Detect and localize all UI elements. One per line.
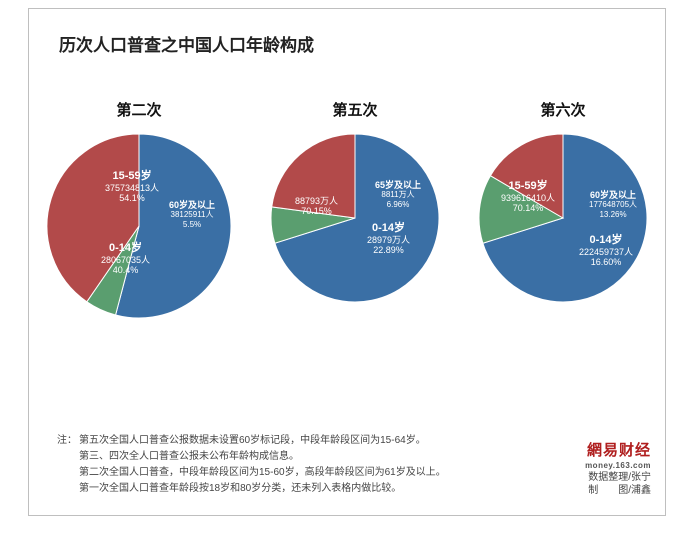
brand-block: 網易财经 money.163.com 数据整理/张宁 制 图/浦鑫 (585, 441, 651, 497)
slice-label-0-b: 60岁及以上38125911人5.5% (169, 200, 215, 229)
chart-1: 第五次 88793万人70.15% 65岁及以上8811万人6.96% 0-14岁28… (271, 99, 439, 318)
chart-title-1: 第五次 (332, 99, 377, 120)
slice-label-2-a: 15-59岁939616410人70.14% (501, 180, 555, 213)
note-line-1: 第三、四次全人口普查公报未公布年龄构成信息。 (57, 449, 446, 465)
brand-credit-2: 制 图/浦鑫 (585, 484, 651, 497)
brand-credit-1: 数据整理/张宁 (585, 471, 651, 484)
pie-0: 15-59岁375734813人54.1% 60岁及以上38125911人5.5%… (47, 134, 231, 318)
chart-title-0: 第二次 (116, 99, 161, 120)
main-title: 历次人口普查之中国人口年龄构成 (59, 31, 314, 56)
chart-2: 第六次 15-59岁939616410人70.14% 60岁及以上177648705… (479, 99, 647, 318)
chart-title-2: 第六次 (540, 99, 585, 120)
slice-label-0-c: 0-14岁28067035人40.4% (101, 242, 150, 275)
note-line-3: 第一次全国人口普查年龄段按18岁和80岁分类，还未列入表格内做比较。 (57, 481, 446, 497)
brand-logo-text: 網易财经 (587, 442, 651, 459)
slice-label-2-b: 60岁及以上177648705人13.26% (589, 190, 637, 219)
note-prefix: 注： (57, 435, 77, 446)
chart-0: 第二次 15-59岁375734813人54.1% 60岁及以上38125911人5… (47, 99, 231, 318)
slice-label-1-a: 88793万人70.15% (295, 196, 338, 217)
note-line-2: 第二次全国人口普查，中段年龄段区间为15-60岁，高段年龄段区间为61岁及以上。 (57, 465, 446, 481)
slice-label-1-c: 0-14岁28979万人22.89% (367, 222, 410, 255)
slice-label-1-b: 65岁及以上8811万人6.96% (375, 180, 421, 209)
note-line-0: 注：第五次全国人口普查公报数据未设置60岁标记段，中段年龄段区间为15-64岁。 (57, 433, 446, 449)
outer-frame: 历次人口普查之中国人口年龄构成 第二次 15-59岁375734813人54.1%… (28, 8, 666, 516)
charts-row: 第二次 15-59岁375734813人54.1% 60岁及以上38125911人5… (47, 99, 647, 318)
slice-label-0-a: 15-59岁375734813人54.1% (105, 170, 159, 203)
pie-2: 15-59岁939616410人70.14% 60岁及以上177648705人13… (479, 134, 647, 302)
pie-1: 88793万人70.15% 65岁及以上8811万人6.96% 0-14岁28979… (271, 134, 439, 302)
brand-logo-url: money.163.com (585, 461, 651, 471)
brand-logo: 網易财经 money.163.com (585, 441, 651, 471)
footnotes: 注：第五次全国人口普查公报数据未设置60岁标记段，中段年龄段区间为15-64岁。… (57, 433, 446, 497)
slice-label-2-c: 0-14岁222459737人16.60% (579, 234, 633, 267)
